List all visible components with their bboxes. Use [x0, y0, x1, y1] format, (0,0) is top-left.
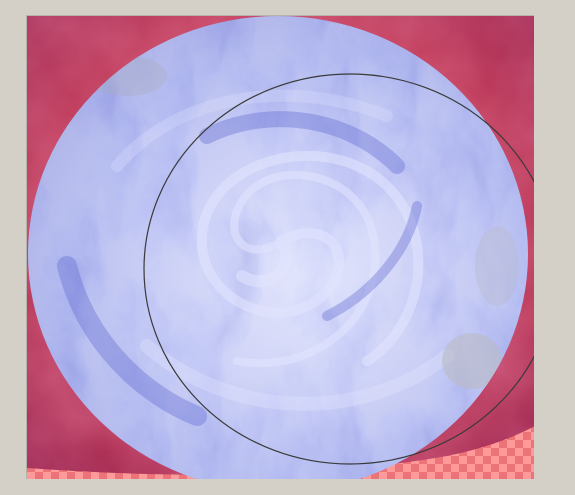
transparency-checkerboard: [27, 426, 535, 480]
ellipse-selection-outline[interactable]: [143, 73, 535, 465]
planet-layer: [28, 16, 528, 480]
document-canvas[interactable]: [26, 15, 535, 480]
workspace-bottom-margin: [0, 479, 575, 495]
canvas-svg: [27, 16, 535, 480]
workspace-right-margin: [534, 15, 575, 479]
